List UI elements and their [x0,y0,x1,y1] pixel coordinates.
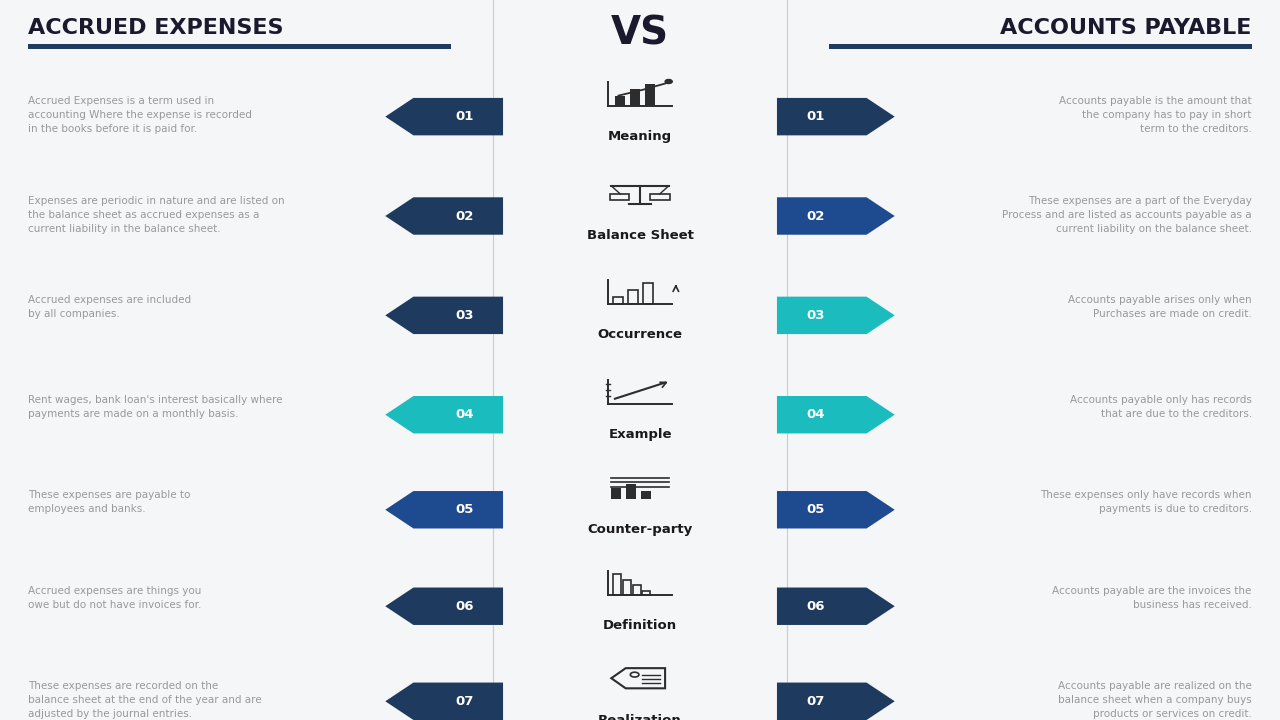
Polygon shape [777,197,895,235]
Polygon shape [385,98,503,135]
Text: 06: 06 [806,600,824,613]
Text: 02: 02 [456,210,474,222]
FancyBboxPatch shape [626,485,636,499]
Text: 04: 04 [806,408,824,421]
Text: 05: 05 [806,503,824,516]
Polygon shape [777,683,895,720]
Text: Accounts payable only has records
that are due to the creditors.: Accounts payable only has records that a… [1070,395,1252,418]
FancyBboxPatch shape [28,44,451,49]
Text: These expenses are a part of the Everyday
Process and are listed as accounts pay: These expenses are a part of the Everyda… [1002,196,1252,234]
Polygon shape [777,588,895,625]
Text: Rent wages, bank loan's interest basically where
payments are made on a monthly : Rent wages, bank loan's interest basical… [28,395,283,418]
Text: 05: 05 [456,503,474,516]
Polygon shape [385,588,503,625]
Text: ACCOUNTS PAYABLE: ACCOUNTS PAYABLE [1001,18,1252,38]
FancyBboxPatch shape [829,44,1252,49]
Text: 01: 01 [456,110,474,123]
Polygon shape [385,297,503,334]
Text: 02: 02 [806,210,824,222]
Text: 03: 03 [456,309,474,322]
Text: Counter-party: Counter-party [588,523,692,536]
Text: Accrued expenses are included
by all companies.: Accrued expenses are included by all com… [28,295,191,319]
Text: 04: 04 [456,408,474,421]
Text: Accounts payable is the amount that
the company has to pay in short
term to the : Accounts payable is the amount that the … [1060,96,1252,135]
Text: These expenses only have records when
payments is due to creditors.: These expenses only have records when pa… [1041,490,1252,513]
Polygon shape [385,491,503,528]
Polygon shape [385,197,503,235]
Polygon shape [385,683,503,720]
Text: 03: 03 [806,309,824,322]
Text: Balance Sheet: Balance Sheet [586,229,694,242]
FancyBboxPatch shape [612,488,621,499]
Polygon shape [777,98,895,135]
Polygon shape [385,396,503,433]
Text: Occurrence: Occurrence [598,328,682,341]
Circle shape [666,79,672,84]
Text: 07: 07 [806,695,824,708]
Polygon shape [777,297,895,334]
Polygon shape [777,396,895,433]
FancyBboxPatch shape [614,96,625,106]
Polygon shape [777,491,895,528]
Text: 01: 01 [806,110,824,123]
Text: Realization: Realization [598,714,682,720]
Text: Accounts payable are realized on the
balance sheet when a company buys
products : Accounts payable are realized on the bal… [1059,681,1252,719]
Text: 06: 06 [456,600,474,613]
Text: VS: VS [611,14,669,53]
Text: These expenses are recorded on the
balance sheet at the end of the year and are
: These expenses are recorded on the balan… [28,681,262,719]
Text: Example: Example [608,428,672,441]
Text: Meaning: Meaning [608,130,672,143]
Text: Definition: Definition [603,619,677,632]
Text: ACCRUED EXPENSES: ACCRUED EXPENSES [28,18,284,38]
Text: Accounts payable arises only when
Purchases are made on credit.: Accounts payable arises only when Purcha… [1069,295,1252,319]
FancyBboxPatch shape [630,89,640,106]
FancyBboxPatch shape [645,84,655,106]
Text: These expenses are payable to
employees and banks.: These expenses are payable to employees … [28,490,191,513]
Text: Expenses are periodic in nature and are listed on
the balance sheet as accrued e: Expenses are periodic in nature and are … [28,196,284,234]
Text: 07: 07 [456,695,474,708]
FancyBboxPatch shape [641,491,652,499]
Text: Accrued Expenses is a term used in
accounting Where the expense is recorded
in t: Accrued Expenses is a term used in accou… [28,96,252,135]
Text: Accounts payable are the invoices the
business has received.: Accounts payable are the invoices the bu… [1052,586,1252,610]
Text: Accrued expenses are things you
owe but do not have invoices for.: Accrued expenses are things you owe but … [28,586,201,610]
